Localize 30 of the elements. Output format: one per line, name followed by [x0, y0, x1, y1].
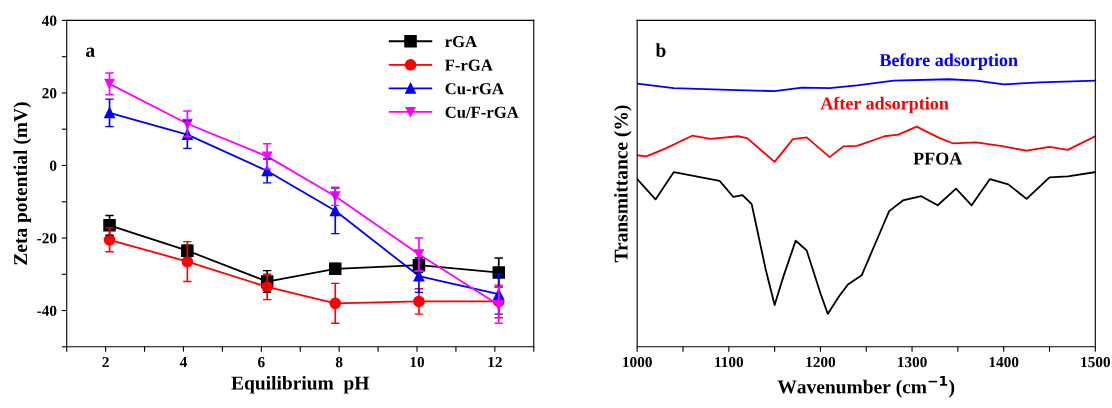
x-axis-title: Wavenumber (cm$^{−1}$)	[777, 375, 955, 398]
y-tick-label: 20	[42, 88, 57, 99]
legend-label: rGA	[445, 36, 477, 48]
legend-label: F-rGA	[444, 59, 493, 71]
chart-title: b	[655, 43, 666, 57]
x-tick-label: 1100	[715, 356, 744, 368]
x-tick-label: 10	[410, 356, 425, 368]
x-tick-label: 1000	[623, 356, 652, 368]
x-tick-label: 8	[335, 356, 343, 368]
x-tick-label: 6	[258, 357, 265, 368]
y-tick-label: 40	[41, 15, 57, 26]
text: a	[86, 47, 95, 57]
y-axis-title: Transmittance (%)	[613, 105, 632, 263]
x-tick-label: 12	[488, 357, 502, 368]
series-label: Before adsorption	[879, 53, 1018, 70]
y-axis-title: Zeta potential (mV)	[13, 102, 32, 265]
x-tick-label: 1200	[806, 356, 836, 368]
x-tick-label: 1300	[898, 356, 927, 368]
x-tick-label: 1400	[989, 356, 1019, 368]
y-tick-label: -20	[37, 233, 57, 244]
x-tick-label: 2	[102, 357, 109, 368]
series-label: After adsorption	[820, 96, 949, 114]
x-tick-label: 4	[179, 357, 188, 368]
y-tick-label: 0	[49, 160, 57, 171]
legend-label: Cu-rGA	[445, 83, 504, 95]
series-label: PFOA	[913, 152, 963, 165]
legend-label: Cu/F-rGA	[445, 106, 519, 118]
x-tick-label: 1500	[1081, 356, 1111, 368]
y-tick-label: -40	[37, 305, 57, 316]
x-axis-title: Equilibrium pH	[231, 375, 370, 394]
